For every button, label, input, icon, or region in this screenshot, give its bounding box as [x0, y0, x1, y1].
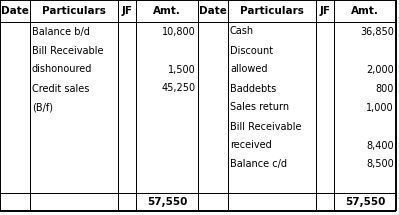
Text: 8,400: 8,400 — [366, 140, 394, 150]
Text: 800: 800 — [375, 83, 394, 94]
Text: Balance c/d: Balance c/d — [230, 160, 287, 169]
Text: (B/f): (B/f) — [32, 103, 53, 112]
Text: Particulars: Particulars — [42, 6, 106, 16]
Text: Amt.: Amt. — [153, 6, 181, 16]
Text: 36,850: 36,850 — [360, 26, 394, 37]
Text: received: received — [230, 140, 272, 150]
Text: 10,800: 10,800 — [162, 26, 196, 37]
Text: 1,500: 1,500 — [168, 64, 196, 75]
Text: 57,550: 57,550 — [345, 197, 385, 207]
Text: Amt.: Amt. — [351, 6, 379, 16]
Text: Cash: Cash — [230, 26, 254, 37]
Text: Baddebts: Baddebts — [230, 83, 276, 94]
Text: Particulars: Particulars — [240, 6, 304, 16]
Text: Credit sales: Credit sales — [32, 83, 89, 94]
Text: Bill Receivable: Bill Receivable — [230, 121, 302, 132]
Text: allowed: allowed — [230, 64, 267, 75]
Text: Date: Date — [199, 6, 227, 16]
Text: Sales return: Sales return — [230, 103, 289, 112]
Text: 1,000: 1,000 — [366, 103, 394, 112]
Text: Bill Receivable: Bill Receivable — [32, 46, 103, 55]
Text: 2,000: 2,000 — [366, 64, 394, 75]
Text: Discount: Discount — [230, 46, 273, 55]
Text: 45,250: 45,250 — [162, 83, 196, 94]
Text: JF: JF — [122, 6, 132, 16]
Text: 8,500: 8,500 — [366, 160, 394, 169]
Text: dishonoured: dishonoured — [32, 64, 93, 75]
Text: Balance b/d: Balance b/d — [32, 26, 90, 37]
Text: JF: JF — [320, 6, 330, 16]
Text: Date: Date — [1, 6, 29, 16]
Text: 57,550: 57,550 — [147, 197, 187, 207]
